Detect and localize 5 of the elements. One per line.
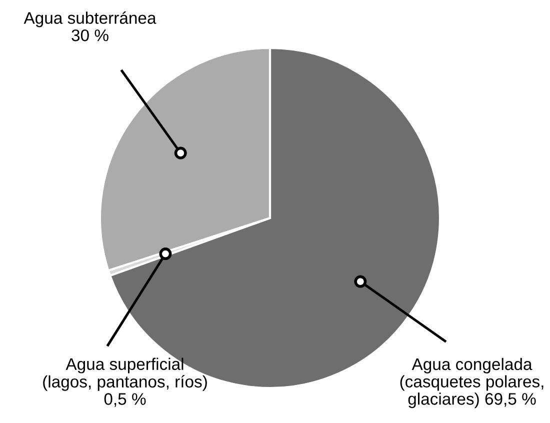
slice-label: Agua subterránea (24, 11, 156, 28)
data-label: 0,5 % (104, 393, 146, 407)
slice-label: Agua superficial (lagos, pantanos, ríos) (43, 358, 207, 391)
slice-label: Agua congelada (casquetes polares, glaciares) 69,5 % (400, 358, 544, 408)
data-label: 30 % (72, 29, 108, 42)
